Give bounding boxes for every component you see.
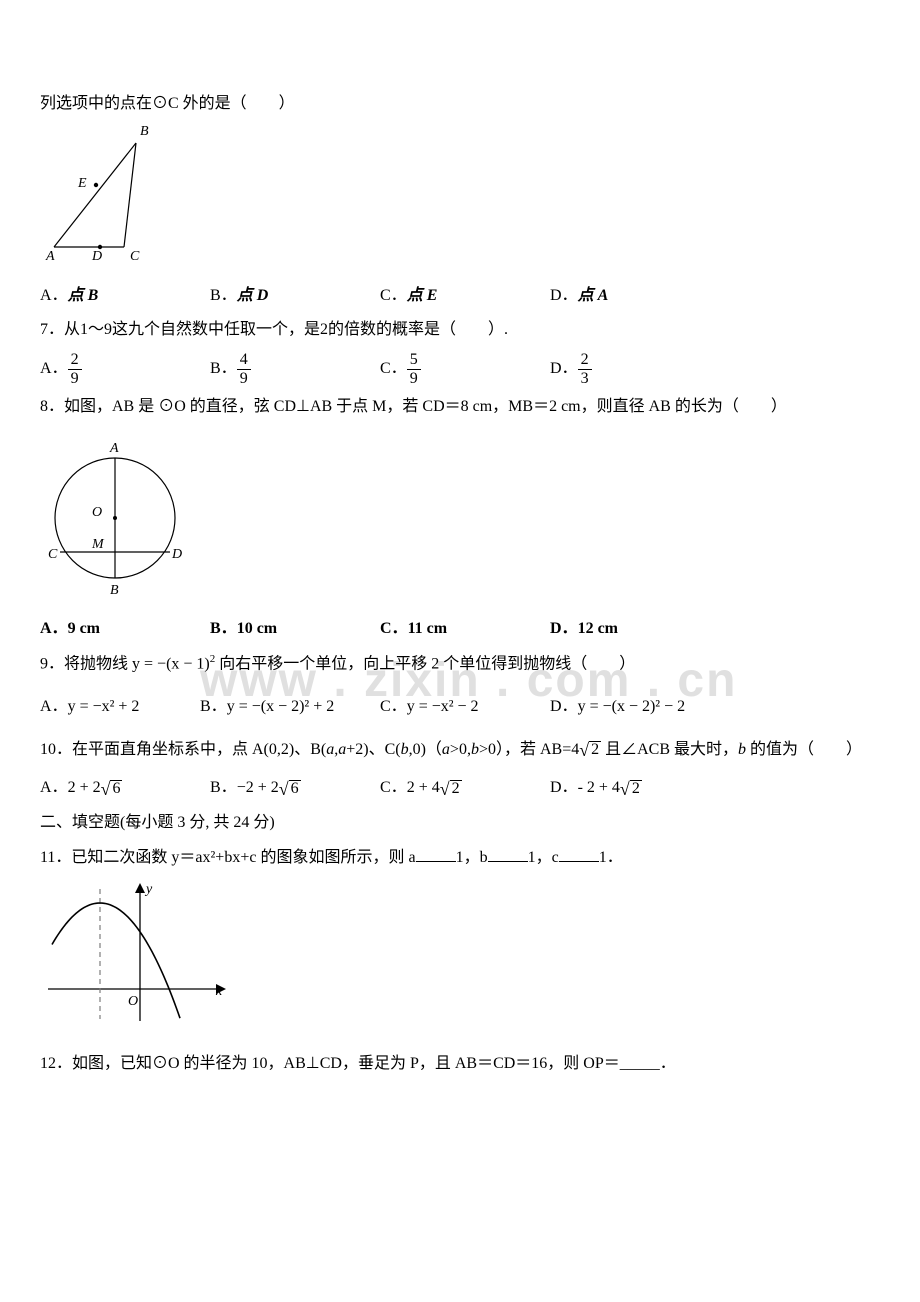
- q12-stem: 12．如图，已知⊙O 的半径为 10，AB⊥CD，垂足为 P，且 AB＝CD＝1…: [40, 1050, 880, 1079]
- q8-opt-c: C．11 cm: [380, 615, 550, 644]
- q10-opt-d: D．- 2 + 4√2: [550, 774, 720, 803]
- q7-opt-c: C．59: [380, 351, 550, 387]
- q11-figure: Ox y: [40, 879, 880, 1040]
- svg-text:O: O: [128, 994, 138, 1009]
- q7-opt-a: A．29: [40, 351, 210, 387]
- svg-text:C: C: [130, 249, 140, 264]
- q8-stem: 8．如图，AB 是 ⊙O 的直径，弦 CD⊥AB 于点 M，若 CD＝8 cm，…: [40, 393, 880, 422]
- svg-text:M: M: [91, 537, 105, 552]
- q9-opt-b: B．y = −(x − 2)² + 2: [200, 693, 380, 722]
- q6-options: A．点 B B．点 D C．点 E D．点 A: [40, 282, 880, 311]
- q9-opt-a: A．y = −x² + 2: [40, 693, 200, 722]
- q6-figure: A B C D E: [40, 125, 880, 276]
- q10-options: A．2 + 2√6 B．−2 + 2√6 C．2 + 4√2 D．- 2 + 4…: [40, 774, 880, 803]
- q8-figure: A B C D M O: [40, 428, 880, 609]
- q9-stem: 9．将抛物线 y = −(x − 1)2 向右平移一个单位，向上平移 2 个单位…: [40, 650, 880, 679]
- q8-opt-d: D．12 cm: [550, 615, 720, 644]
- svg-text:E: E: [77, 176, 87, 191]
- q6-opt-a: A．点 B: [40, 282, 210, 311]
- svg-text:C: C: [48, 547, 58, 562]
- q10-opt-c: C．2 + 4√2: [380, 774, 550, 803]
- q6-opt-d: D．点 A: [550, 282, 720, 311]
- q10-opt-b: B．−2 + 2√6: [210, 774, 380, 803]
- svg-text:x: x: [215, 984, 223, 999]
- q9-opt-c: C．y = −x² − 2: [380, 693, 550, 722]
- q7-stem: 7．从1～9这九个自然数中任取一个，是2的倍数的概率是（ ）.: [40, 316, 880, 345]
- svg-text:D: D: [91, 249, 102, 264]
- svg-text:A: A: [109, 441, 119, 456]
- svg-text:O: O: [92, 505, 102, 520]
- q8-opt-b: B．10 cm: [210, 615, 380, 644]
- q7-opt-d: D．23: [550, 351, 720, 387]
- q8-options: A．9 cm B．10 cm C．11 cm D．12 cm: [40, 615, 880, 644]
- svg-text:B: B: [110, 583, 119, 598]
- q7-opt-b: B．49: [210, 351, 380, 387]
- q9-options: A．y = −x² + 2 B．y = −(x − 2)² + 2 C．y = …: [40, 693, 880, 722]
- q6-opt-b: B．点 D: [210, 282, 380, 311]
- svg-text:D: D: [171, 547, 182, 562]
- svg-text:y: y: [144, 882, 153, 897]
- q10-opt-a: A．2 + 2√6: [40, 774, 210, 803]
- section-2-header: 二、填空题(每小题 3 分, 共 24 分): [40, 809, 880, 838]
- svg-text:A: A: [45, 249, 55, 264]
- q6-stem: 列选项中的点在⊙C 外的是（ ）: [40, 90, 880, 119]
- q7-options: A．29 B．49 C．59 D．23: [40, 351, 880, 387]
- q9-opt-d: D．y = −(x − 2)² − 2: [550, 693, 740, 722]
- q8-opt-a: A．9 cm: [40, 615, 210, 644]
- q10-stem: 10．在平面直角坐标系中，点 A(0,2)、B(a,a+2)、C(b,0)（a>…: [40, 736, 880, 765]
- q11-stem: 11．已知二次函数 y＝ax²+bx+c 的图象如图所示，则 a1，b1，c1．: [40, 844, 880, 873]
- q6-opt-c: C．点 E: [380, 282, 550, 311]
- svg-text:B: B: [140, 125, 149, 139]
